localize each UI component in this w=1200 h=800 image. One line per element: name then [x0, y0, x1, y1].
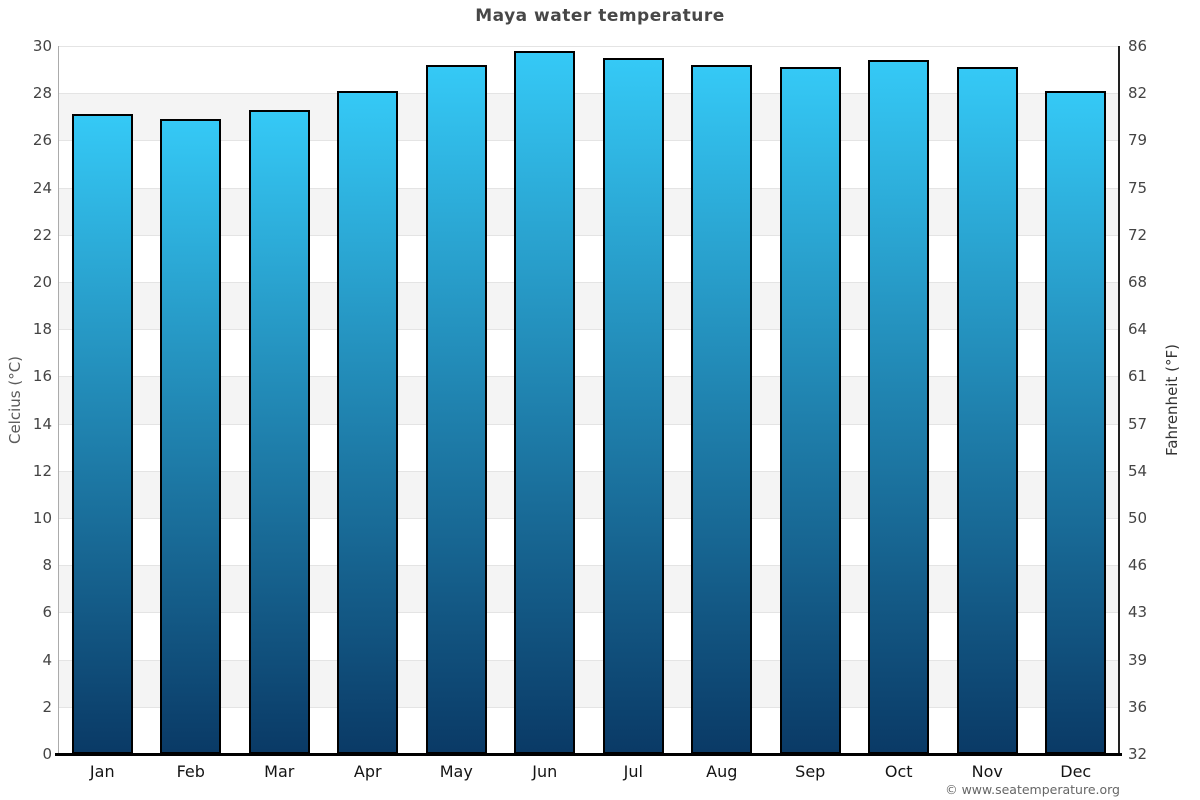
celsius-tick-label: 22: [32, 225, 52, 244]
temperature-bar-jun: [514, 50, 576, 754]
temperature-bar-nov: [956, 67, 1018, 754]
fahrenheit-tick-label: 82: [1128, 84, 1148, 103]
fahrenheit-tick-label: 50: [1128, 509, 1148, 527]
background-band: [58, 659, 1120, 707]
month-label-jun: Jun: [532, 762, 558, 781]
month-label-sep: Sep: [795, 762, 826, 781]
temperature-bar-sep: [779, 67, 841, 754]
celsius-tick-label: 12: [32, 461, 52, 480]
celsius-tick-label: 2: [42, 697, 52, 716]
chart-title: Maya water temperature: [475, 6, 725, 26]
temperature-bar-jul: [602, 57, 664, 754]
fahrenheit-tick-label: 75: [1128, 178, 1148, 197]
fahrenheit-tick-label: 64: [1128, 320, 1148, 339]
y-axis-line-right: [1118, 46, 1120, 754]
temperature-bar-jan: [71, 114, 133, 754]
month-label-jan: Jan: [89, 762, 115, 781]
month-label-aug: Aug: [706, 762, 738, 781]
background-band: [58, 376, 1120, 424]
celsius-tick-label: 24: [32, 178, 52, 197]
temperature-bar-apr: [337, 90, 399, 754]
fahrenheit-tick-label: 39: [1128, 650, 1148, 669]
celsius-tick-label: 18: [32, 320, 52, 339]
fahrenheit-tick-label: 61: [1128, 367, 1148, 386]
celsius-tick-label: 26: [32, 131, 52, 150]
celsius-tick-label: 8: [42, 556, 52, 575]
gridline: [58, 282, 1120, 283]
gridline: [58, 612, 1120, 614]
temperature-bar-mar: [248, 109, 310, 754]
celsius-tick-label: 20: [32, 273, 52, 291]
fahrenheit-tick-label: 43: [1128, 603, 1148, 622]
fahrenheit-tick-label: 46: [1128, 556, 1148, 575]
background-band: [58, 470, 1120, 518]
gridline: [58, 706, 1120, 708]
temperature-bar-may: [425, 64, 487, 754]
fahrenheit-tick-label: 54: [1128, 461, 1148, 480]
month-label-dec: Dec: [1060, 762, 1092, 781]
gridline: [58, 423, 1120, 425]
gridline: [58, 140, 1120, 142]
fahrenheit-tick-label: 57: [1128, 414, 1148, 433]
celsius-tick-label: 30: [32, 37, 52, 55]
month-label-mar: Mar: [264, 762, 295, 781]
gridline: [58, 470, 1120, 472]
background-band: [58, 282, 1120, 330]
gridline: [58, 518, 1120, 519]
temperature-bar-dec: [1045, 90, 1107, 754]
month-label-may: May: [439, 762, 473, 781]
celsius-tick-label: 14: [32, 414, 52, 433]
fahrenheit-tick-label: 32: [1128, 745, 1148, 763]
month-label-nov: Nov: [971, 762, 1003, 781]
fahrenheit-tick-label: 36: [1128, 697, 1148, 716]
gridline: [58, 565, 1120, 567]
gridline: [58, 376, 1120, 378]
temperature-bar-aug: [691, 64, 753, 754]
fahrenheit-tick-label: 68: [1128, 273, 1148, 291]
gridline: [58, 46, 1120, 47]
celsius-tick-label: 10: [32, 509, 52, 527]
background-band: [58, 565, 1120, 613]
month-label-oct: Oct: [884, 762, 913, 781]
plot-area: [58, 46, 1120, 755]
background-band: [58, 93, 1120, 141]
celsius-tick-label: 16: [32, 367, 52, 386]
month-label-apr: Apr: [353, 762, 382, 781]
gridline: [58, 659, 1120, 661]
temperature-bar-oct: [868, 60, 930, 754]
x-axis-line: [55, 753, 1122, 756]
celsius-tick-label: 4: [42, 650, 52, 669]
y-axis-label-fahrenheit: Fahrenheit (°F): [1163, 344, 1181, 456]
y-axis-line-left: [58, 46, 59, 754]
month-label-jul: Jul: [623, 762, 643, 781]
celsius-tick-label: 6: [42, 603, 52, 622]
gridline: [58, 187, 1120, 189]
gridline: [58, 329, 1120, 331]
fahrenheit-tick-label: 86: [1128, 37, 1148, 55]
fahrenheit-tick-label: 79: [1128, 131, 1148, 150]
temperature-bar-feb: [160, 119, 222, 754]
fahrenheit-tick-label: 72: [1128, 225, 1148, 244]
celsius-tick-label: 0: [42, 745, 52, 763]
background-band: [58, 187, 1120, 235]
celsius-tick-label: 28: [32, 84, 52, 103]
gridline: [58, 93, 1120, 95]
copyright-text: © www.seatemperature.org: [945, 782, 1120, 797]
gridline: [58, 234, 1120, 236]
month-label-feb: Feb: [176, 762, 205, 781]
